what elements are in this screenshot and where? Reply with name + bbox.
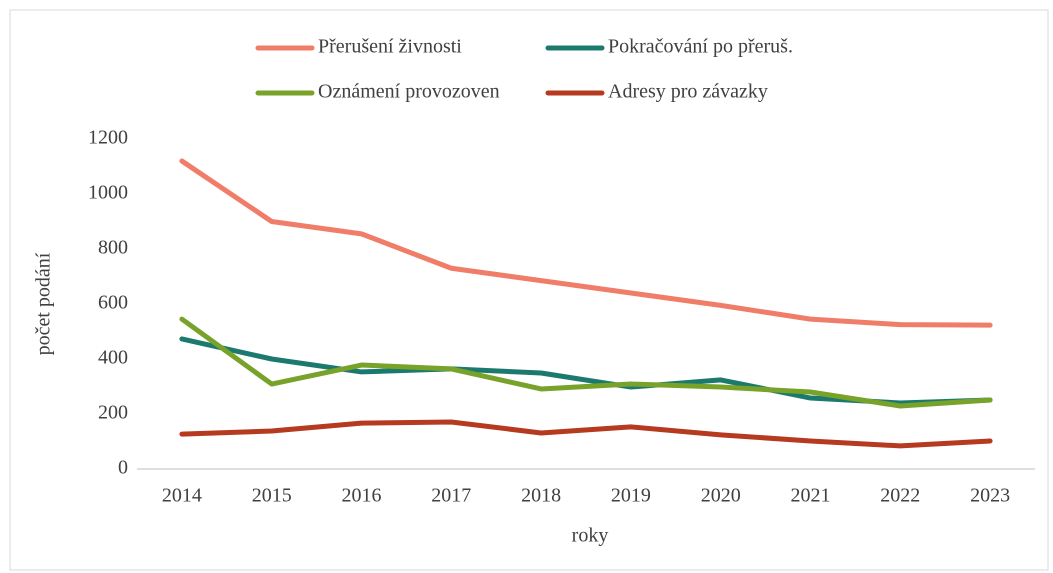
y-tick-label: 200 [98, 402, 128, 424]
y-tick-label: 600 [98, 292, 128, 314]
x-tick-label: 2018 [521, 485, 561, 507]
y-tick-label: 1200 [88, 127, 128, 149]
x-tick-label: 2016 [342, 485, 382, 507]
legend-label: Adresy pro závazky [608, 81, 768, 103]
series-line [179, 158, 993, 328]
y-tick-label: 1000 [88, 182, 128, 204]
x-tick-label: 2015 [252, 485, 292, 507]
y-tick-label: 400 [98, 347, 128, 369]
y-tick-label: 800 [98, 237, 128, 259]
y-axis-title: počet podání [33, 252, 55, 355]
x-tick-label: 2023 [970, 485, 1010, 507]
x-tick-label: 2021 [791, 485, 831, 507]
series-line [179, 419, 993, 449]
series-line [179, 316, 993, 409]
chart-frame [9, 9, 1049, 571]
x-tick-label: 2020 [701, 485, 741, 507]
series-line [179, 336, 993, 406]
legend-label: Pokračování po přeruš. [608, 36, 793, 58]
y-tick-label: 0 [118, 457, 128, 479]
legend-label: Oznámení provozoven [318, 81, 500, 103]
x-tick-label: 2017 [431, 485, 471, 507]
legend-label: Přerušení živnosti [318, 36, 462, 58]
x-tick-label: 2019 [611, 485, 651, 507]
x-tick-label: 2022 [880, 485, 920, 507]
x-axis-title: roky [572, 525, 609, 547]
x-tick-label: 2014 [162, 485, 202, 507]
